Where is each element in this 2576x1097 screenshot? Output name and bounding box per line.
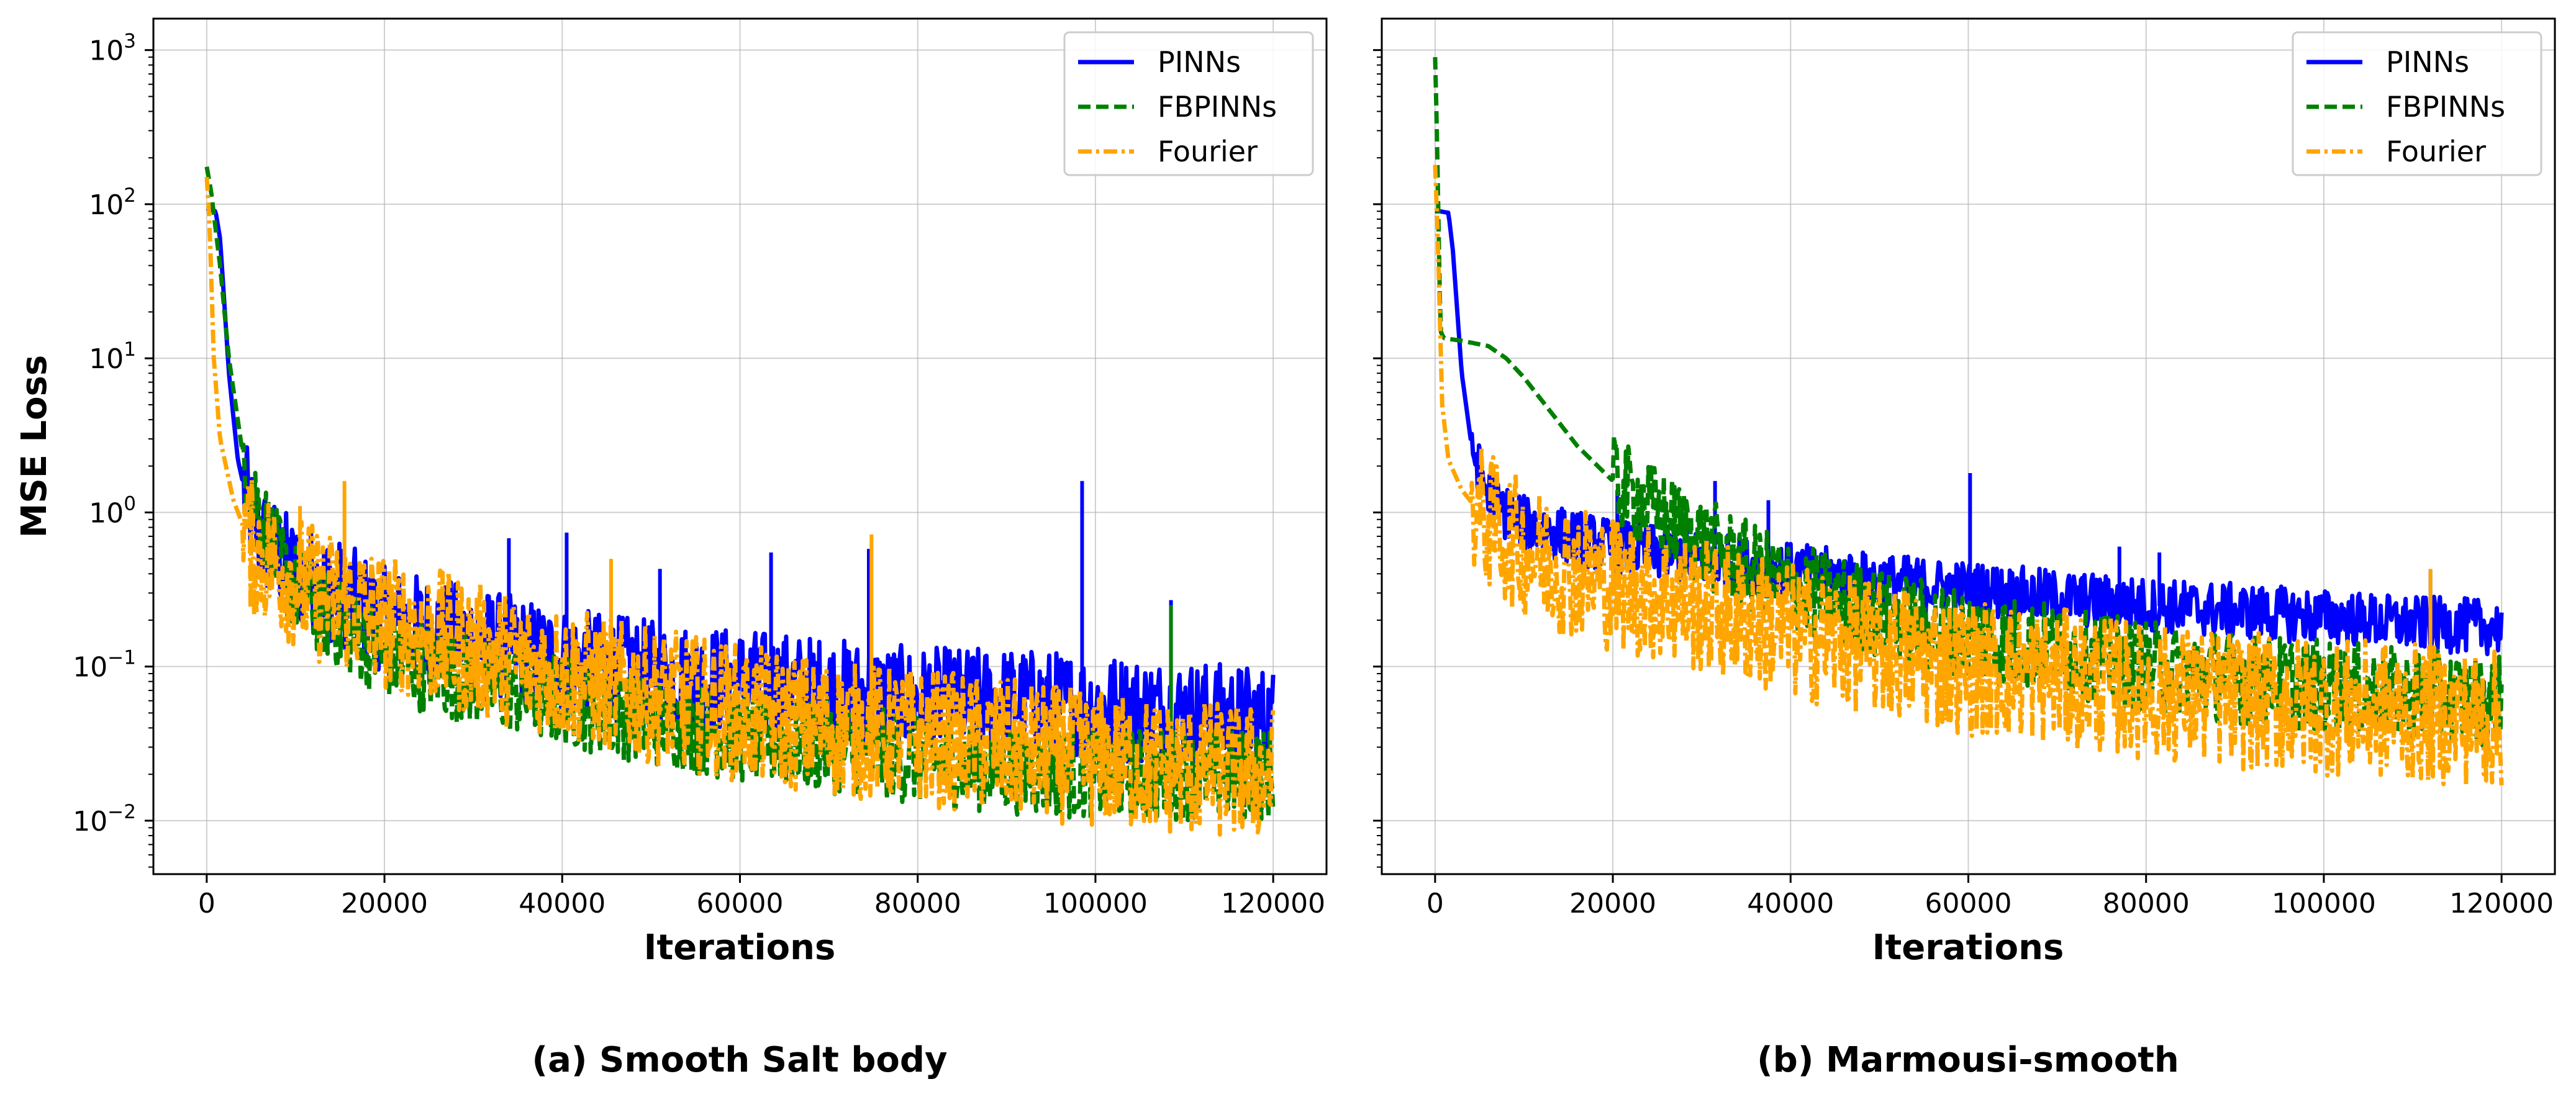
x-ticks: 0 20000 40000 60000 80000 100000 120000 xyxy=(198,874,1325,919)
panel-caption: (a) Smooth Salt body xyxy=(532,1040,948,1080)
legend-label: PINNs xyxy=(1158,45,1241,79)
y-tick-label: 100 xyxy=(89,492,136,529)
x-tick-label: 60000 xyxy=(1925,888,2012,919)
x-tick-label: 40000 xyxy=(1747,888,1834,919)
panel-b: 0 20000 40000 60000 80000 100000 120000 Iterat… xyxy=(1373,17,2556,1080)
x-tick-label: 100000 xyxy=(1043,888,1148,919)
series-line-fourier xyxy=(1433,165,2504,787)
x-axis-label: Iterations xyxy=(1872,928,2064,968)
x-tick-label: 0 xyxy=(1426,888,1444,919)
x-ticks: 0 20000 40000 60000 80000 100000 120000 xyxy=(1426,874,2554,919)
x-axis-label: Iterations xyxy=(644,928,836,968)
x-tick-label: 0 xyxy=(198,888,215,919)
x-tick-label: 100000 xyxy=(2272,888,2376,919)
x-tick-label: 120000 xyxy=(1221,888,1325,919)
x-tick-label: 20000 xyxy=(1569,888,1656,919)
legend-box xyxy=(1063,31,1314,176)
legend-label: PINNs xyxy=(2386,45,2469,79)
x-tick-label: 120000 xyxy=(2449,888,2554,919)
panel-caption: (b) Marmousi-smooth xyxy=(1757,1040,2179,1080)
y-tick-label: 101 xyxy=(89,338,136,375)
legend-label: FBPINNs xyxy=(2386,90,2505,124)
y-ticks: 10−2 10−1 100 101 102 103 xyxy=(73,30,153,868)
legend-box xyxy=(2292,31,2542,176)
y-tick-label: 10−1 xyxy=(73,647,136,684)
panel-a: 0 20000 40000 60000 80000 100000 120000 10−210… xyxy=(14,17,1328,1080)
x-tick-label: 80000 xyxy=(2103,888,2190,919)
x-tick-label: 60000 xyxy=(697,888,784,919)
y-tick-label: 103 xyxy=(89,30,136,67)
series-lines xyxy=(204,166,1276,837)
x-tick-label: 40000 xyxy=(519,888,605,919)
y-tick-label: 10−2 xyxy=(73,801,136,837)
legend-label: Fourier xyxy=(1158,135,1258,168)
y-tick-label: 102 xyxy=(89,184,136,221)
legend-label: Fourier xyxy=(2386,135,2486,168)
series-lines xyxy=(1433,56,2504,787)
y-ticks xyxy=(1373,49,1382,868)
y-axis-label: MSE Loss xyxy=(14,355,55,538)
legend-label: FBPINNs xyxy=(1158,90,1277,124)
series-line-fourier xyxy=(204,176,1276,837)
legend: PINNs FBPINNs Fourier xyxy=(1063,31,1314,176)
x-tick-label: 80000 xyxy=(874,888,961,919)
legend: PINNs FBPINNs Fourier xyxy=(2292,31,2542,176)
x-tick-label: 20000 xyxy=(341,888,428,919)
